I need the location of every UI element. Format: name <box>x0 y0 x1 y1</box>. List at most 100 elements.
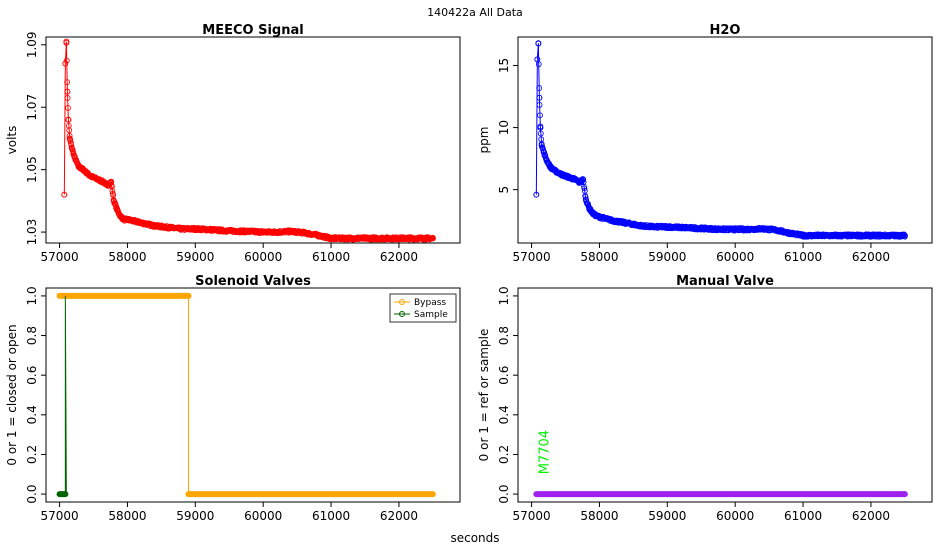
h2o-point <box>533 191 540 198</box>
h2o-ylabel: ppm <box>477 127 491 154</box>
h2o-point <box>537 130 544 137</box>
meeco-point <box>63 57 70 64</box>
meeco-point <box>62 60 69 67</box>
h2o-plot-frame <box>517 36 933 244</box>
manual-ylabel: 0 or 1 = ref or sample <box>477 329 491 462</box>
h2o-xtick-label-1: 58000 <box>580 250 618 264</box>
meeco-point <box>66 127 73 134</box>
h2o-point <box>581 185 588 192</box>
solenoid-ytick-label-2: 0.4 <box>25 405 39 424</box>
h2o-point <box>536 101 543 108</box>
h2o-point <box>536 94 543 101</box>
manual-xtick-label-0: 57000 <box>512 509 550 523</box>
h2o-point <box>535 61 542 68</box>
solenoid-legend: Bypass Sample <box>389 293 457 323</box>
h2o-ytick-label-2: 15 <box>497 58 511 73</box>
meeco-point <box>65 105 71 111</box>
manual-xtick-label-4: 61000 <box>784 509 822 523</box>
meeco-xtick-label-4: 61000 <box>312 250 350 264</box>
meeco-point <box>429 234 436 241</box>
solenoid-xtick-label-2: 59000 <box>176 509 214 523</box>
solenoid-xtick-label-1: 58000 <box>108 509 146 523</box>
manual-ytick-label-1: 0.2 <box>497 445 511 464</box>
manual-title: Manual Valve <box>676 274 774 289</box>
meeco-point <box>61 191 68 198</box>
solenoid-ytick-label-4: 0.8 <box>25 326 39 345</box>
solenoid-legend-label-0: Bypass <box>414 298 446 308</box>
chart-h2o: H2O 57000 58000 59000 60000 61000 62000 5 10 15 pp… <box>477 23 933 264</box>
h2o-point <box>536 85 543 91</box>
figure-title: 140422a All Data <box>427 6 523 19</box>
solenoid-plot-frame <box>45 287 461 503</box>
meeco-point <box>64 95 71 101</box>
h2o-xtick-label-0: 57000 <box>512 250 550 264</box>
panels: MEECO Signal 57000 58000 59000 60000 61000 620… <box>5 23 933 523</box>
manual-xtick-label-2: 59000 <box>648 509 686 523</box>
meeco-point <box>64 88 71 95</box>
meeco-ylabel: volts <box>5 126 19 155</box>
h2o-xtick-label-5: 62000 <box>852 250 890 264</box>
manual-ytick-label-0: 0.0 <box>497 485 511 504</box>
meeco-point <box>111 198 117 205</box>
h2o-point <box>537 112 543 119</box>
h2o-xtick-label-2: 59000 <box>648 250 686 264</box>
manual-ytick-label-2: 0.4 <box>497 405 511 424</box>
manual-xtick-label-5: 62000 <box>852 509 890 523</box>
solenoid-ytick-label-1: 0.2 <box>25 445 39 464</box>
h2o-point <box>537 123 544 130</box>
solenoid-legend-box <box>389 293 457 323</box>
solenoid-ytick-label-3: 0.6 <box>25 366 39 385</box>
solenoid-xtick-label-0: 57000 <box>40 509 78 523</box>
h2o-point <box>580 176 587 183</box>
solenoid-ylabel: 0 or 1 = closed or open <box>5 324 19 465</box>
solenoid-xtick-label-5: 62000 <box>380 509 418 523</box>
h2o-point <box>535 40 542 47</box>
meeco-plot-area <box>61 38 436 243</box>
meeco-point <box>65 116 72 123</box>
meeco-ytick-label-3: 1.09 <box>25 31 39 58</box>
solenoid-legend-marker-0 <box>399 299 405 305</box>
solenoid-xtick-label-4: 61000 <box>312 509 350 523</box>
solenoid-series-bypass-line <box>59 295 433 495</box>
meeco-xtick-label-1: 58000 <box>108 250 146 264</box>
manual-ytick-label-5: 1.0 <box>497 286 511 305</box>
h2o-plot-area <box>533 40 908 240</box>
meeco-ytick-label-1: 1.05 <box>25 156 39 183</box>
meeco-point <box>109 183 115 190</box>
solenoid-title: Solenoid Valves <box>195 274 311 289</box>
h2o-ytick-label-0: 5 <box>497 186 511 194</box>
meeco-point <box>65 122 72 129</box>
h2o-title: H2O <box>710 23 741 38</box>
meeco-ytick-label-2: 1.07 <box>25 94 39 121</box>
manual-xtick-label-1: 58000 <box>580 509 618 523</box>
manual-xtick-label-3: 60000 <box>716 509 754 523</box>
meeco-ytick-label-0: 1.03 <box>25 219 39 246</box>
manual-ytick-label-3: 0.6 <box>497 366 511 385</box>
chart-solenoid: Solenoid Valves 57000 58000 59000 60000 61000… <box>5 274 461 523</box>
h2o-ytick-label-1: 10 <box>497 120 511 135</box>
meeco-xtick-label-2: 59000 <box>176 250 214 264</box>
solenoid-ytick-label-0: 0.0 <box>25 485 39 504</box>
meeco-xtick-label-5: 62000 <box>380 250 418 264</box>
meeco-xtick-label-3: 60000 <box>244 250 282 264</box>
chart-manual: Manual Valve 57000 58000 59000 60000 61000 620… <box>477 274 933 523</box>
solenoid-legend-label-1: Sample <box>414 310 448 320</box>
meeco-point <box>63 40 70 46</box>
solenoid-ytick-label-5: 1.0 <box>25 286 39 305</box>
h2o-point <box>901 233 908 240</box>
solenoid-plot-area <box>56 292 436 498</box>
h2o-point <box>580 179 587 185</box>
h2o-xtick-label-3: 60000 <box>716 250 754 264</box>
h2o-xtick-label-4: 61000 <box>784 250 822 264</box>
chart-meeco: MEECO Signal 57000 58000 59000 60000 61000 620… <box>5 23 461 264</box>
meeco-xtick-label-0: 57000 <box>40 250 78 264</box>
solenoid-series-sample-line <box>59 295 67 495</box>
solenoid-xtick-label-3: 60000 <box>244 509 282 523</box>
meeco-plot-frame <box>45 36 461 244</box>
figure-xlabel: seconds <box>450 531 499 545</box>
meeco-point <box>109 188 116 195</box>
meeco-title: MEECO Signal <box>202 23 303 38</box>
manual-annotation: M7704 <box>538 430 553 474</box>
manual-plot-frame <box>517 287 933 503</box>
